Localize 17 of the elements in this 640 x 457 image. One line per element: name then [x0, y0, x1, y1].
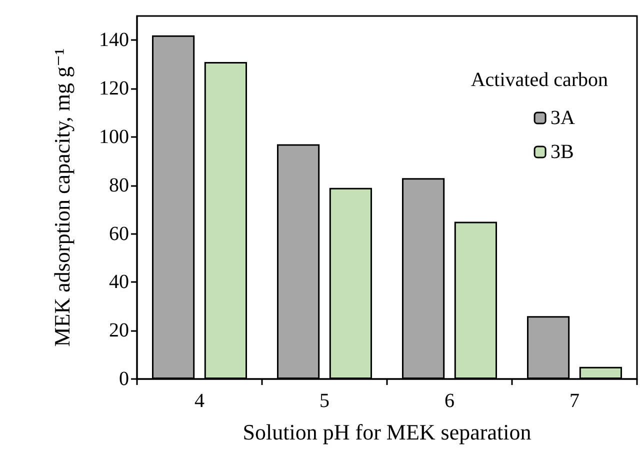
y-tick-label: 60	[109, 222, 129, 245]
x-axis-title: Solution pH for MEK separation	[242, 420, 532, 444]
y-tick-label: 0	[119, 368, 129, 390]
legend-title: Activated carbon	[470, 69, 608, 91]
x-tick-label: 7	[570, 390, 580, 412]
y-axis-title: MEK adsorption capacity, mg g⁻¹	[50, 48, 74, 347]
y-tick-label: 100	[99, 126, 129, 148]
y-tick-label: 140	[99, 29, 129, 52]
y-tick-label: 120	[99, 78, 129, 100]
x-tick-label: 6	[444, 390, 454, 412]
y-tick-label: 80	[109, 174, 129, 196]
legend-label: 3A	[550, 107, 576, 129]
x-tick-label: 4	[194, 390, 204, 412]
legend-label: 3B	[550, 141, 574, 163]
x-tick-label: 5	[320, 390, 330, 412]
y-tick-label: 40	[109, 271, 129, 294]
y-tick-label: 20	[109, 320, 129, 342]
